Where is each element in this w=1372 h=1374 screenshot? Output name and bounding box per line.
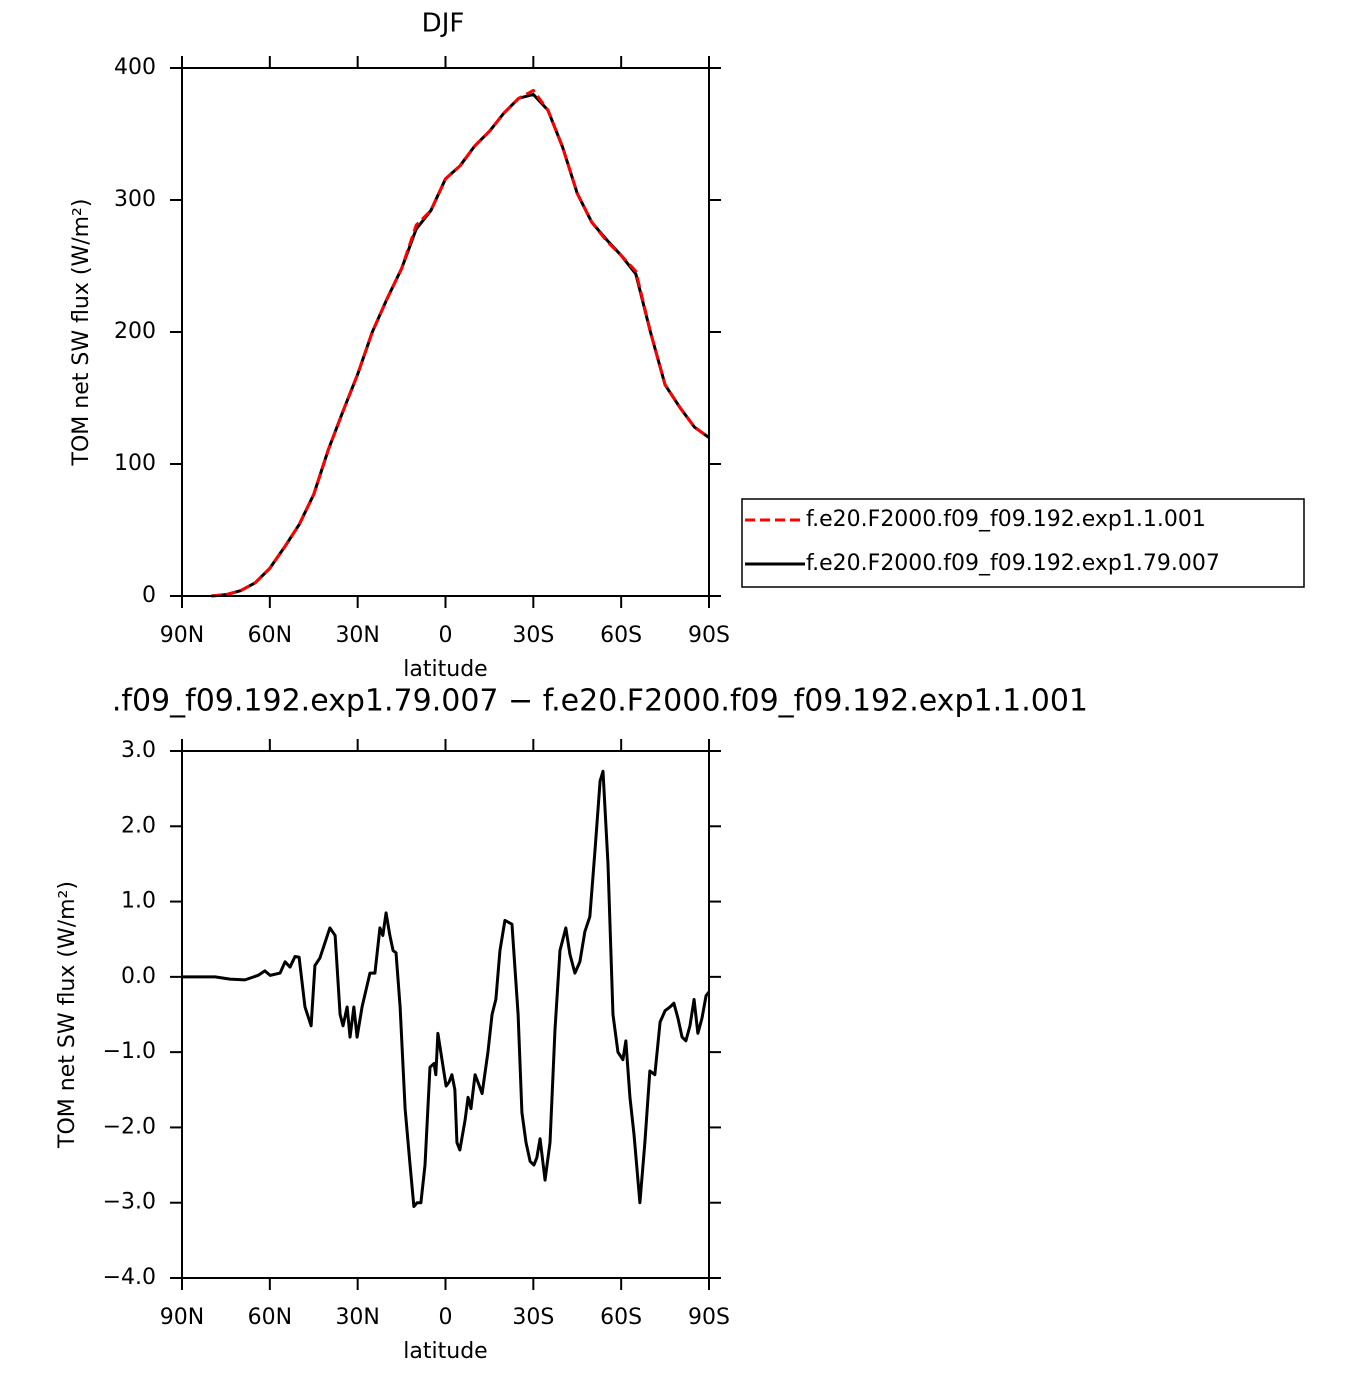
- x-tick-label: 90S: [688, 623, 730, 648]
- data-line: [211, 92, 710, 598]
- x-tick-label: 60S: [600, 1305, 642, 1330]
- x-tick-label: 60N: [248, 1305, 292, 1330]
- x-tick-label: 90N: [160, 623, 204, 648]
- x-tick-label: 30S: [512, 623, 554, 648]
- x-tick-label: 0: [439, 623, 453, 648]
- data-line: [182, 769, 711, 1208]
- data-line: [211, 88, 710, 598]
- x-tick-label: 0: [439, 1305, 453, 1330]
- y-tick-label: −1.0: [103, 1039, 156, 1064]
- x-tick-label: 30S: [512, 1305, 554, 1330]
- y-tick-label: −4.0: [103, 1265, 156, 1290]
- plot-frame: [181, 750, 710, 1279]
- y-tick-label: 0.0: [121, 964, 156, 989]
- y-axis-label: TOM net SW flux (W/m²): [55, 881, 80, 1149]
- x-axis-label: latitude: [403, 1339, 487, 1364]
- plot-frame: [181, 67, 710, 597]
- x-tick-label: 90S: [688, 1305, 730, 1330]
- y-tick-label: 3.0: [121, 738, 156, 763]
- x-tick-label: 30N: [335, 623, 379, 648]
- y-tick-label: 200: [114, 319, 156, 344]
- y-axis-label: TOM net SW flux (W/m²): [69, 199, 94, 467]
- x-tick-label: 60N: [248, 623, 292, 648]
- legend-box: [741, 498, 1305, 588]
- y-tick-label: 1.0: [121, 889, 156, 914]
- y-tick-label: 100: [114, 451, 156, 476]
- legend-label: f.e20.F2000.f09_f09.192.exp1.1.001: [806, 507, 1206, 532]
- y-tick-label: 400: [114, 55, 156, 80]
- x-axis-label: latitude: [403, 657, 487, 682]
- chart-title: DJF: [422, 9, 465, 39]
- y-tick-label: −2.0: [103, 1114, 156, 1139]
- legend-label: f.e20.F2000.f09_f09.192.exp1.79.007: [806, 551, 1220, 576]
- x-tick-label: 30N: [335, 1305, 379, 1330]
- x-tick-label: 90N: [160, 1305, 204, 1330]
- x-tick-label: 60S: [600, 623, 642, 648]
- y-tick-label: −3.0: [103, 1190, 156, 1215]
- y-tick-label: 300: [114, 187, 156, 212]
- y-tick-label: 0: [142, 583, 156, 608]
- chart-title: .f09_f09.192.exp1.79.007 − f.e20.F2000.f…: [112, 684, 1088, 719]
- y-tick-label: 2.0: [121, 813, 156, 838]
